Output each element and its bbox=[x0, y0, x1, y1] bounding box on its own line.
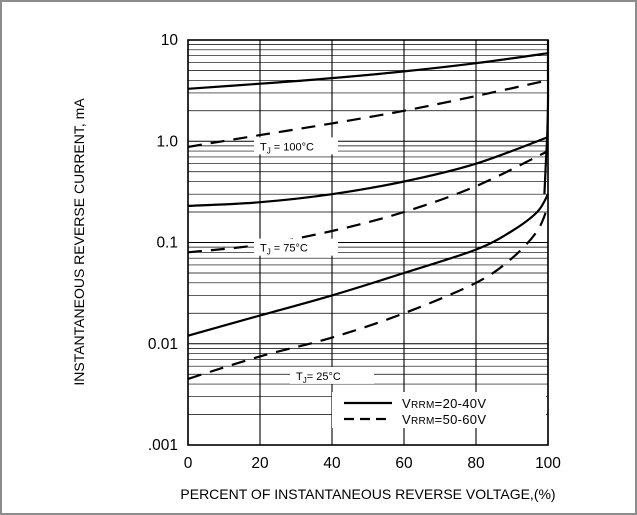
series-line-0 bbox=[187, 52, 549, 90]
y-axis-title: INSTANTANEOUS REVERSE CURRENT, mA bbox=[71, 98, 87, 386]
annotation-background bbox=[290, 366, 374, 384]
x-axis-title: PERCENT OF INSTANTANEOUS REVERSE VOLTAGE… bbox=[180, 486, 555, 502]
y-tick-label: 10 bbox=[161, 32, 179, 49]
x-tick-label: 100 bbox=[535, 455, 561, 472]
annotation-label-0: TJ = 100°C bbox=[260, 141, 314, 155]
x-tick-label: 40 bbox=[323, 455, 341, 472]
series-line-4 bbox=[187, 193, 549, 337]
series-layer bbox=[187, 40, 550, 380]
x-tick-label: 60 bbox=[395, 455, 413, 472]
series-line-3 bbox=[187, 150, 549, 254]
series-line-1 bbox=[187, 79, 549, 148]
legend-background bbox=[332, 392, 546, 428]
annotation-label-1: TJ = 75°C bbox=[260, 243, 308, 257]
x-tick-label: 80 bbox=[467, 455, 485, 472]
x-tick-label: 20 bbox=[251, 455, 269, 472]
annotations: TJ = 100°C TJ = 75°C TJ= 25°C bbox=[254, 137, 374, 385]
legend-entry-label: VRRM=50-60V bbox=[402, 412, 486, 427]
y-tick-label: .001 bbox=[148, 437, 178, 454]
annotation-background bbox=[254, 238, 338, 256]
y-tick-label: 0.1 bbox=[156, 235, 178, 252]
legend-entry-label: VRRM=20-40V bbox=[402, 396, 486, 411]
series-line-2 bbox=[187, 136, 549, 207]
annotation-background bbox=[254, 137, 338, 155]
y-tick-label: 1.0 bbox=[156, 133, 178, 150]
tick-labels: 0 20 40 60 80 100 .001 0.01 0.1 1.0 10 bbox=[148, 32, 561, 472]
x-tick-label: 0 bbox=[184, 455, 193, 472]
annotation-label-2: TJ= 25°C bbox=[296, 371, 341, 385]
y-tick-label: 0.01 bbox=[148, 336, 178, 353]
series-line-5 bbox=[187, 205, 550, 380]
plot-area-border bbox=[187, 39, 549, 446]
